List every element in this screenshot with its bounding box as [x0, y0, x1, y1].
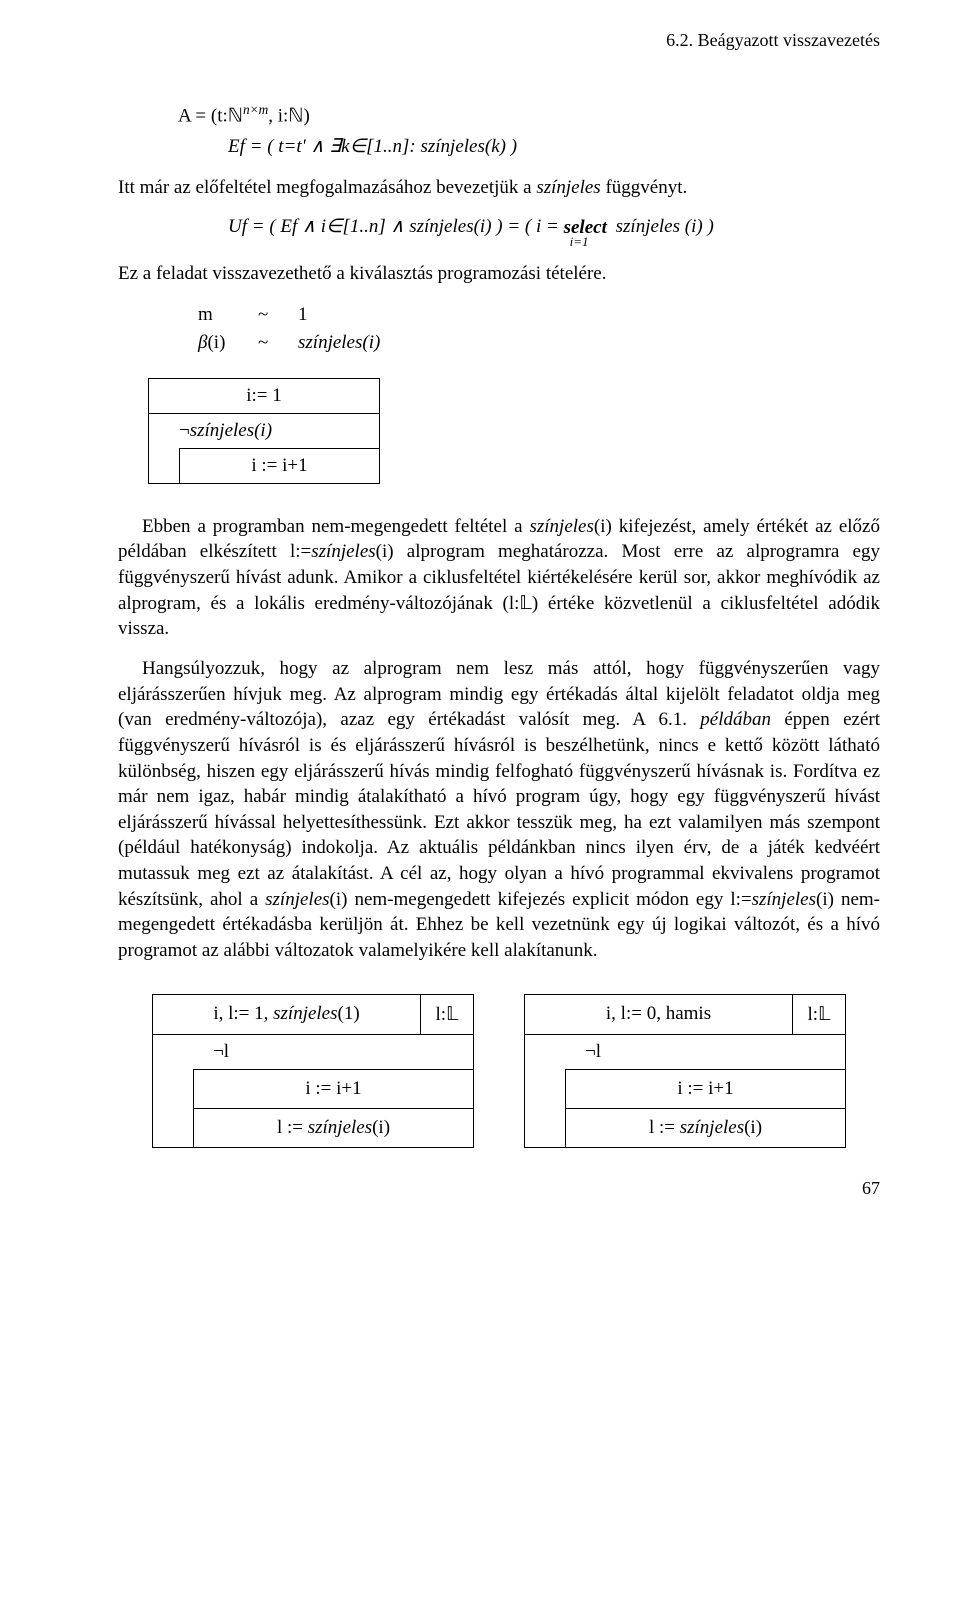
- ns-diagram-pair: i, l:= 1, színjeles(1) l:𝕃 ¬l i := i+1 l…: [118, 994, 880, 1148]
- mapping-c2: ~: [258, 329, 298, 358]
- ns-init: i, l:= 0, hamis: [525, 995, 793, 1034]
- ns-body-line: l := színjeles(i): [566, 1109, 845, 1147]
- ns-body: i := i+1 l := színjeles(i): [193, 1069, 473, 1147]
- ns-cond: ¬l: [525, 1035, 845, 1069]
- ns-assign-fn: színjeles: [308, 1117, 372, 1138]
- ns-assign-pre: l :=: [649, 1117, 680, 1138]
- formula-Ef: Ef = ( t=t' ∧ ∃k∈[1..n]: színjeles(k) ): [228, 134, 880, 161]
- formula-A: A = (t:ℕn×m, i:ℕ): [178, 101, 880, 130]
- ns-body-line: i := i+1: [566, 1070, 845, 1109]
- ns-assign-post: (i): [744, 1117, 762, 1138]
- mapping-c1: β(i): [198, 329, 258, 358]
- ns-cond: ¬l: [153, 1035, 473, 1069]
- ns-top-row: i, l:= 1, színjeles(1) l:𝕃: [153, 995, 473, 1035]
- page: 6.2. Beágyazott visszavezetés A = (t:ℕn×…: [0, 0, 960, 1239]
- mapping-c2: ~: [258, 301, 298, 330]
- ns-assign-post: (i): [372, 1117, 390, 1138]
- ns-assign-pre: l :=: [277, 1117, 308, 1138]
- ns-decl: l:𝕃: [793, 995, 845, 1034]
- mapping-c3: 1: [298, 301, 308, 330]
- formula-A-sup: n×m: [243, 102, 268, 117]
- ns-assign-fn: színjeles: [680, 1117, 744, 1138]
- mapping-row: m ~ 1: [198, 301, 880, 330]
- ns-body: i := i+1 l := színjeles(i): [565, 1069, 845, 1147]
- ns-cond-text: színjeles(i): [190, 420, 272, 441]
- reduction-sentence: Ez a feladat visszavezethető a kiválaszt…: [118, 261, 880, 287]
- ns-header: i:= 1: [149, 379, 379, 414]
- ns-diagram-right: i, l:= 0, hamis l:𝕃 ¬l i := i+1 l := szí…: [524, 994, 846, 1148]
- ns-top-row: i, l:= 0, hamis l:𝕃: [525, 995, 845, 1035]
- formula-Uf-start: Uf = ( Ef ∧ i∈[1..n] ∧ színjeles(i) ) = …: [228, 216, 564, 237]
- mapping-table: m ~ 1 β(i) ~ színjeles(i): [198, 301, 880, 358]
- page-number: 67: [118, 1178, 880, 1199]
- formula-Uf-end: színjeles (i) ): [616, 216, 714, 237]
- formula-A-end: , i:ℕ): [268, 105, 310, 126]
- ns-decl: l:𝕃: [421, 995, 473, 1034]
- formula-Ef-text: Ef = ( t=t' ∧ ∃k∈[1..n]: színjeles(k) ): [228, 136, 517, 157]
- intro-paragraph: Itt már az előfeltétel megfogalmazásához…: [118, 175, 880, 201]
- ns-diagram-small: i:= 1 ¬színjeles(i) i := i+1: [148, 378, 380, 484]
- mapping-row: β(i) ~ színjeles(i): [198, 329, 880, 358]
- paragraph-1: Ebben a programban nem-megengedett felté…: [118, 514, 880, 642]
- ns-loop: ¬színjeles(i) i := i+1: [149, 414, 379, 483]
- formula-Uf: Uf = ( Ef ∧ i∈[1..n] ∧ színjeles(i) ) = …: [228, 214, 880, 241]
- ns-init: i, l:= 1, színjeles(1): [153, 995, 421, 1034]
- section-header: 6.2. Beágyazott visszavezetés: [118, 30, 880, 51]
- paragraph-2: Hangsúlyozzuk, hogy az alprogram nem les…: [118, 656, 880, 964]
- formula-A-start: A = (t:ℕ: [178, 105, 243, 126]
- select-sub: i=1: [570, 233, 589, 251]
- mapping-c3: színjeles(i): [298, 329, 380, 358]
- ns-init-post: (1): [338, 1003, 360, 1024]
- ns-init-fn: színjeles: [273, 1003, 337, 1024]
- ns-loop-body: i := i+1: [179, 448, 379, 483]
- ns-init-pre: i, l:= 1,: [213, 1003, 273, 1024]
- neg-symbol: ¬: [179, 420, 190, 441]
- mapping-c1: m: [198, 301, 258, 330]
- ns-loop-condition: ¬színjeles(i): [149, 414, 379, 448]
- ns-body-line: l := színjeles(i): [194, 1109, 473, 1147]
- ns-diagram-left: i, l:= 1, színjeles(1) l:𝕃 ¬l i := i+1 l…: [152, 994, 474, 1148]
- ns-body-line: i := i+1: [194, 1070, 473, 1109]
- intro-text: Itt már az előfeltétel megfogalmazásához…: [118, 177, 687, 198]
